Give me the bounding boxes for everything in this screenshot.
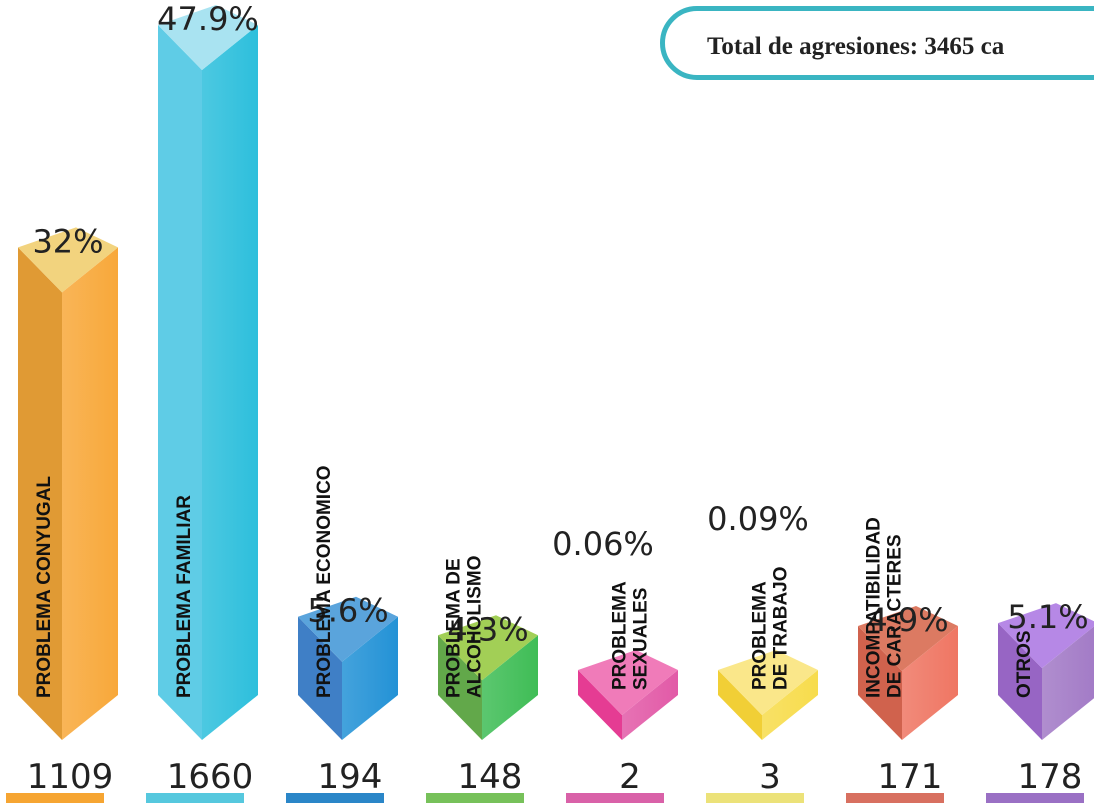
category-label: PROBLEMA ECONOMICO bbox=[314, 465, 335, 698]
category-label: PROBLEMADE TRABAJO bbox=[750, 566, 792, 690]
percent-label: 5.1% bbox=[1007, 598, 1088, 636]
bar-3: 5.6%PROBLEMA ECONOMICO 194 bbox=[286, 465, 398, 803]
value-label: 171 bbox=[878, 757, 943, 797]
bar-top-face bbox=[298, 596, 398, 662]
bar-front-face bbox=[718, 670, 762, 740]
bar-side-face bbox=[1042, 626, 1094, 740]
value-label: 1109 bbox=[27, 757, 114, 797]
value-underline bbox=[846, 793, 944, 803]
percent-label: 0.09% bbox=[707, 500, 809, 538]
total-label: Total de agresiones: 3465 ca bbox=[707, 33, 1005, 60]
category-label: PROBLEMASEXUALES bbox=[610, 581, 652, 690]
bar-2: 47.9% PROBLEMA FAMILIAR 1660 bbox=[146, 0, 259, 803]
value-label: 178 bbox=[1018, 757, 1083, 797]
bar-front-face bbox=[578, 670, 622, 740]
value-label: 2 bbox=[619, 757, 641, 797]
value-underline bbox=[706, 793, 804, 803]
category-label: PROBLEMA FAMILIAR bbox=[174, 495, 195, 698]
bar-7: 4.9%INCOMPATIBILIDADDE CARACTERES 171 bbox=[846, 517, 958, 803]
bar-front-face bbox=[158, 25, 202, 740]
bar-6: 0.09% PROBLEMADE TRABAJO 3 bbox=[706, 500, 818, 803]
bar-side-face bbox=[342, 616, 398, 740]
bar-side-face bbox=[622, 670, 678, 740]
bar-5: 0.06% PROBLEMASEXUALES 2 bbox=[552, 525, 678, 803]
value-underline bbox=[286, 793, 384, 803]
percent-label: 4.9% bbox=[867, 601, 948, 639]
bar-side-face bbox=[902, 625, 958, 740]
value-underline bbox=[6, 793, 104, 803]
value-underline bbox=[986, 793, 1084, 803]
bar-front-face bbox=[438, 635, 482, 740]
bar-front-face bbox=[298, 616, 342, 740]
percent-label: 5.6% bbox=[307, 592, 388, 630]
value-underline bbox=[426, 793, 524, 803]
category-label: PROBLEMA DEALCOHOLISMO bbox=[444, 556, 486, 699]
bar-4: 4.3%PROBLEMA DEALCOHOLISMO 148 bbox=[426, 556, 538, 803]
bar-top-face bbox=[858, 605, 958, 671]
bar-front-face bbox=[858, 625, 902, 740]
bar-1: 32% PROBLEMA CONYUGAL 1109 bbox=[6, 222, 118, 803]
value-label: 148 bbox=[458, 757, 523, 797]
bar-top-face bbox=[438, 615, 538, 681]
bar-front-face bbox=[18, 247, 62, 740]
category-label: PROBLEMA CONYUGAL bbox=[34, 476, 55, 698]
bar-front-face bbox=[998, 623, 1042, 740]
bar-side-face bbox=[482, 635, 538, 740]
bar-top-face bbox=[578, 650, 678, 715]
bar-side-face bbox=[202, 25, 258, 740]
percent-label: 4.3% bbox=[447, 610, 528, 648]
value-underline bbox=[566, 793, 664, 803]
percent-label: 0.06% bbox=[552, 525, 654, 563]
bar-top-face bbox=[18, 227, 118, 293]
bar-side-face bbox=[762, 670, 818, 740]
category-label: OTROS bbox=[1014, 630, 1035, 698]
bar-top-face bbox=[718, 650, 818, 715]
percent-label: 32% bbox=[32, 222, 103, 260]
category-label: INCOMPATIBILIDADDE CARACTERES bbox=[864, 517, 906, 698]
bar-top-face bbox=[998, 603, 1094, 669]
bar-side-face bbox=[62, 247, 118, 740]
value-label: 3 bbox=[759, 757, 781, 797]
bar-8: 5.1%OTROS 178 bbox=[986, 598, 1094, 803]
value-label: 1660 bbox=[167, 757, 254, 797]
total-callout: Total de agresiones: 3465 ca bbox=[660, 6, 1094, 80]
value-label: 194 bbox=[318, 757, 383, 797]
bar-top-face bbox=[158, 5, 258, 70]
value-underline bbox=[146, 793, 244, 803]
percent-label: 47.9% bbox=[157, 0, 259, 38]
